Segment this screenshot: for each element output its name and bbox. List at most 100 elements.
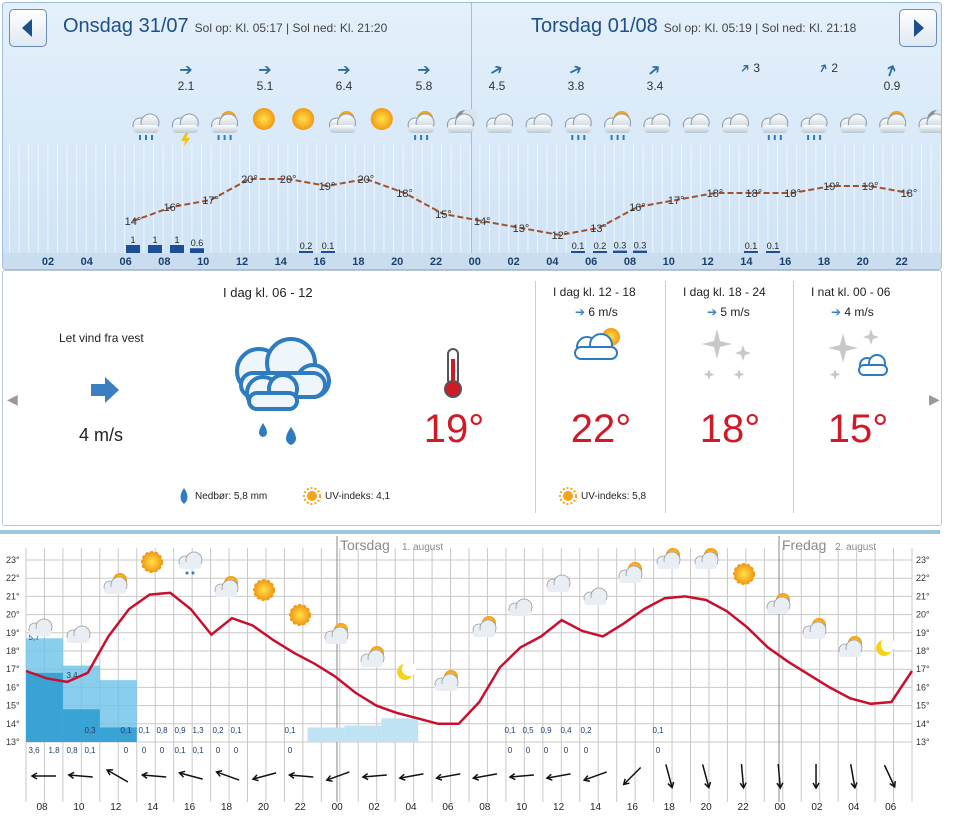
grid-stripe xyxy=(537,143,538,253)
x-tick-label: 08 xyxy=(479,802,491,813)
grid-stripe xyxy=(229,143,231,253)
wind-arrow-icon xyxy=(665,764,675,789)
temp-label: 19° xyxy=(319,181,336,193)
uv-sun-icon xyxy=(559,487,577,505)
precip-top-label: 0,9 xyxy=(174,726,186,735)
grid-stripe xyxy=(249,143,250,253)
temp-label: 18° xyxy=(396,188,413,200)
sun-icon xyxy=(141,551,163,573)
sun-cloud-rain-icon xyxy=(211,111,239,140)
wind-arrow-icon: ➔ xyxy=(575,305,586,319)
p2-wind-speed: 5 m/s xyxy=(720,305,750,319)
precip-bar xyxy=(307,727,345,742)
rain-cloud-icon xyxy=(800,113,828,140)
precip-bar xyxy=(62,709,100,742)
cloud-icon xyxy=(508,598,533,616)
panel-prev-icon[interactable]: ◀ xyxy=(7,391,18,407)
wind-arrow-icon xyxy=(287,771,314,779)
grid-stripe xyxy=(777,143,778,253)
grid-stripe xyxy=(892,143,894,253)
temp-label: 20° xyxy=(280,174,297,186)
grid-stripe xyxy=(863,143,865,253)
moon-cloud-icon xyxy=(446,109,478,133)
hour-label: 04 xyxy=(81,256,94,268)
x-tick-label: 10 xyxy=(73,802,85,813)
grid-stripe xyxy=(450,143,452,253)
grid-stripe xyxy=(57,143,58,253)
grid-stripe xyxy=(767,143,769,253)
sun-icon xyxy=(253,579,275,601)
precip-top-label: 0,1 xyxy=(284,726,296,735)
sun-cloud-icon xyxy=(694,548,719,569)
wind-arrow-icon xyxy=(622,766,642,786)
grid-stripe xyxy=(738,143,740,253)
day2-header: Torsdag 01/08 Sol op: Kl. 05:19 | Sol ned… xyxy=(531,15,856,38)
temp-label: 13° xyxy=(590,223,607,235)
precip-label: 0.2 xyxy=(300,241,313,251)
grid-stripe xyxy=(748,143,750,253)
y-tick-left: 16° xyxy=(6,682,20,692)
precip-label: 1 xyxy=(152,235,157,245)
grid-stripe xyxy=(441,143,442,253)
day1-header: Onsdag 31/07 Sol op: Kl. 05:17 | Sol ned:… xyxy=(63,15,387,38)
grid-stripe xyxy=(383,143,385,253)
grid-stripe xyxy=(268,143,270,253)
y-tick-right: 22° xyxy=(916,573,930,583)
wind-value: 3.4 xyxy=(646,79,664,93)
sun-cloud-icon xyxy=(434,670,459,691)
y-tick-right: 17° xyxy=(916,664,930,674)
y-tick-left: 14° xyxy=(6,719,20,729)
precip-label: 0.1 xyxy=(745,241,758,251)
grid-stripe xyxy=(873,143,874,253)
precip-label: 0.1 xyxy=(767,241,780,251)
grid-stripe xyxy=(133,143,135,253)
precip-label: 1 xyxy=(130,235,135,245)
x-tick-label: 22 xyxy=(295,802,307,813)
y-tick-left: 22° xyxy=(6,573,20,583)
p2-wind: ➔ 5 m/s xyxy=(707,305,750,319)
next-day-button[interactable] xyxy=(899,9,937,47)
grid-stripe xyxy=(18,143,20,253)
grid-stripe xyxy=(37,143,39,253)
grid-stripe xyxy=(508,143,510,253)
p3-wind-speed: 4 m/s xyxy=(844,305,874,319)
wind-speed: 4 m/s xyxy=(79,425,124,445)
precip-bottom-label: 0 xyxy=(564,746,569,755)
grid-stripe xyxy=(191,143,193,253)
x-tick-label: 20 xyxy=(701,802,713,813)
temp-label: 17° xyxy=(668,195,685,207)
precip-bar xyxy=(299,251,313,253)
wind-arrow-icon xyxy=(508,773,534,781)
wind-value: 5.1 xyxy=(256,79,274,93)
temp-label: 20° xyxy=(241,174,258,186)
wind-arrow-icon xyxy=(812,764,820,790)
hour-label: 20 xyxy=(857,256,869,268)
x-tick-label: 00 xyxy=(774,802,786,813)
grid-stripe xyxy=(364,143,366,253)
cloud-icon xyxy=(839,113,867,133)
precip-bottom-label: 3,6 xyxy=(28,746,40,755)
sun-cloud-icon xyxy=(329,111,356,133)
precip-bar xyxy=(593,251,607,253)
grid-stripe xyxy=(76,143,78,253)
wind-value: 5.8 xyxy=(415,79,433,93)
precip-bar xyxy=(744,251,758,253)
wind-arrow-icon: ➔ xyxy=(258,62,272,79)
precip-bar xyxy=(633,250,647,253)
hour-label: 10 xyxy=(197,256,209,268)
sun-cloud-icon xyxy=(324,623,349,644)
wind-arrow-icon xyxy=(471,773,498,781)
rain-cloud-icon xyxy=(761,113,789,140)
grid-stripe xyxy=(393,143,394,253)
grid-stripe xyxy=(335,143,337,253)
grid-stripe xyxy=(124,143,126,253)
x-tick-label: 18 xyxy=(221,802,233,813)
panel-next-icon[interactable]: ▶ xyxy=(929,391,940,407)
period-divider xyxy=(665,281,666,513)
meteogram-svg: 5,7 3,4 0,3 0,1 0,1 0,8 0,9 1,3 0,2 0,1 0,1 0,1 0,5 0… xyxy=(0,530,940,813)
grid-stripe xyxy=(28,143,30,253)
grid-stripe xyxy=(172,143,174,253)
prev-day-button[interactable] xyxy=(9,9,47,47)
p1-uv-index: UV-indeks: 5,8 xyxy=(581,491,647,502)
day1-sun-times: Sol op: Kl. 05:17 | Sol ned: Kl. 21:20 xyxy=(194,21,388,35)
